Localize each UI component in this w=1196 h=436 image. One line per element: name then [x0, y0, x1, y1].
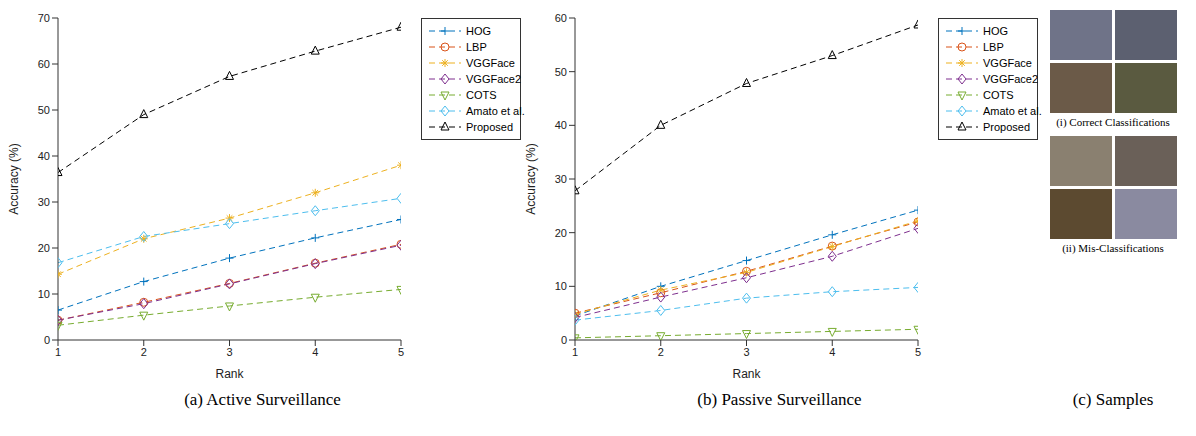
svg-text:0: 0 — [44, 334, 50, 346]
svg-text:30: 30 — [555, 173, 567, 185]
html-text:VGGFace2: VGGFace2 — [466, 73, 521, 85]
svg-text:70: 70 — [38, 12, 50, 24]
svg-text:60: 60 — [38, 58, 50, 70]
svg-text:3: 3 — [226, 346, 232, 358]
svg-text:Accuracy (%): Accuracy (%) — [524, 143, 538, 214]
svg-text:40: 40 — [555, 119, 567, 131]
html-text:HOG: HOG — [466, 25, 492, 37]
svg-text:Accuracy (%): Accuracy (%) — [7, 143, 21, 214]
svg-text:50: 50 — [38, 104, 50, 116]
svg-text:5: 5 — [915, 346, 921, 358]
svg-text:3: 3 — [743, 346, 749, 358]
svg-text:2: 2 — [658, 346, 664, 358]
html-text:Proposed: Proposed — [466, 121, 514, 133]
html-text:LBP: LBP — [983, 41, 1004, 53]
html-text:LBP: LBP — [466, 41, 487, 53]
svg-text:0: 0 — [561, 334, 567, 346]
svg-text:10: 10 — [38, 288, 50, 300]
svg-text:4: 4 — [312, 346, 318, 358]
svg-text:10: 10 — [555, 280, 567, 292]
svg-text:30: 30 — [38, 196, 50, 208]
html-text:Proposed: Proposed — [983, 121, 1031, 133]
svg-text:20: 20 — [555, 227, 567, 239]
html-text:(i) Correct Classifications: (i) Correct Classifications — [1056, 116, 1170, 128]
html-text:COTS: COTS — [983, 89, 1014, 101]
html-text:Amato et al.: Amato et al. — [983, 105, 1042, 117]
svg-text:60: 60 — [555, 12, 567, 24]
html-text:(c) Samples: (c) Samples — [1072, 390, 1154, 409]
html-text:HOG: HOG — [983, 25, 1009, 37]
svg-text:40: 40 — [38, 150, 50, 162]
html-text:(a) Active Surveillance: (a) Active Surveillance — [184, 390, 341, 409]
svg-text:Rank: Rank — [215, 367, 244, 381]
svg-text:1: 1 — [572, 346, 578, 358]
html-text:(ii) Mis-Classifications: (ii) Mis-Classifications — [1062, 242, 1164, 254]
html-text:VGGFace: VGGFace — [983, 57, 1032, 69]
svg-text:2: 2 — [141, 346, 147, 358]
svg-text:50: 50 — [555, 66, 567, 78]
svg-text:5: 5 — [398, 346, 404, 358]
html-text:VGGFace2: VGGFace2 — [983, 73, 1038, 85]
html-text:(b) Passive Surveillance: (b) Passive Surveillance — [697, 390, 862, 409]
html-text:COTS: COTS — [466, 89, 497, 101]
html-text:Amato et al.: Amato et al. — [466, 105, 525, 117]
html-text:VGGFace: VGGFace — [466, 57, 515, 69]
svg-text:1: 1 — [55, 346, 61, 358]
svg-text:20: 20 — [38, 242, 50, 254]
svg-text:Rank: Rank — [732, 367, 761, 381]
svg-text:4: 4 — [829, 346, 835, 358]
